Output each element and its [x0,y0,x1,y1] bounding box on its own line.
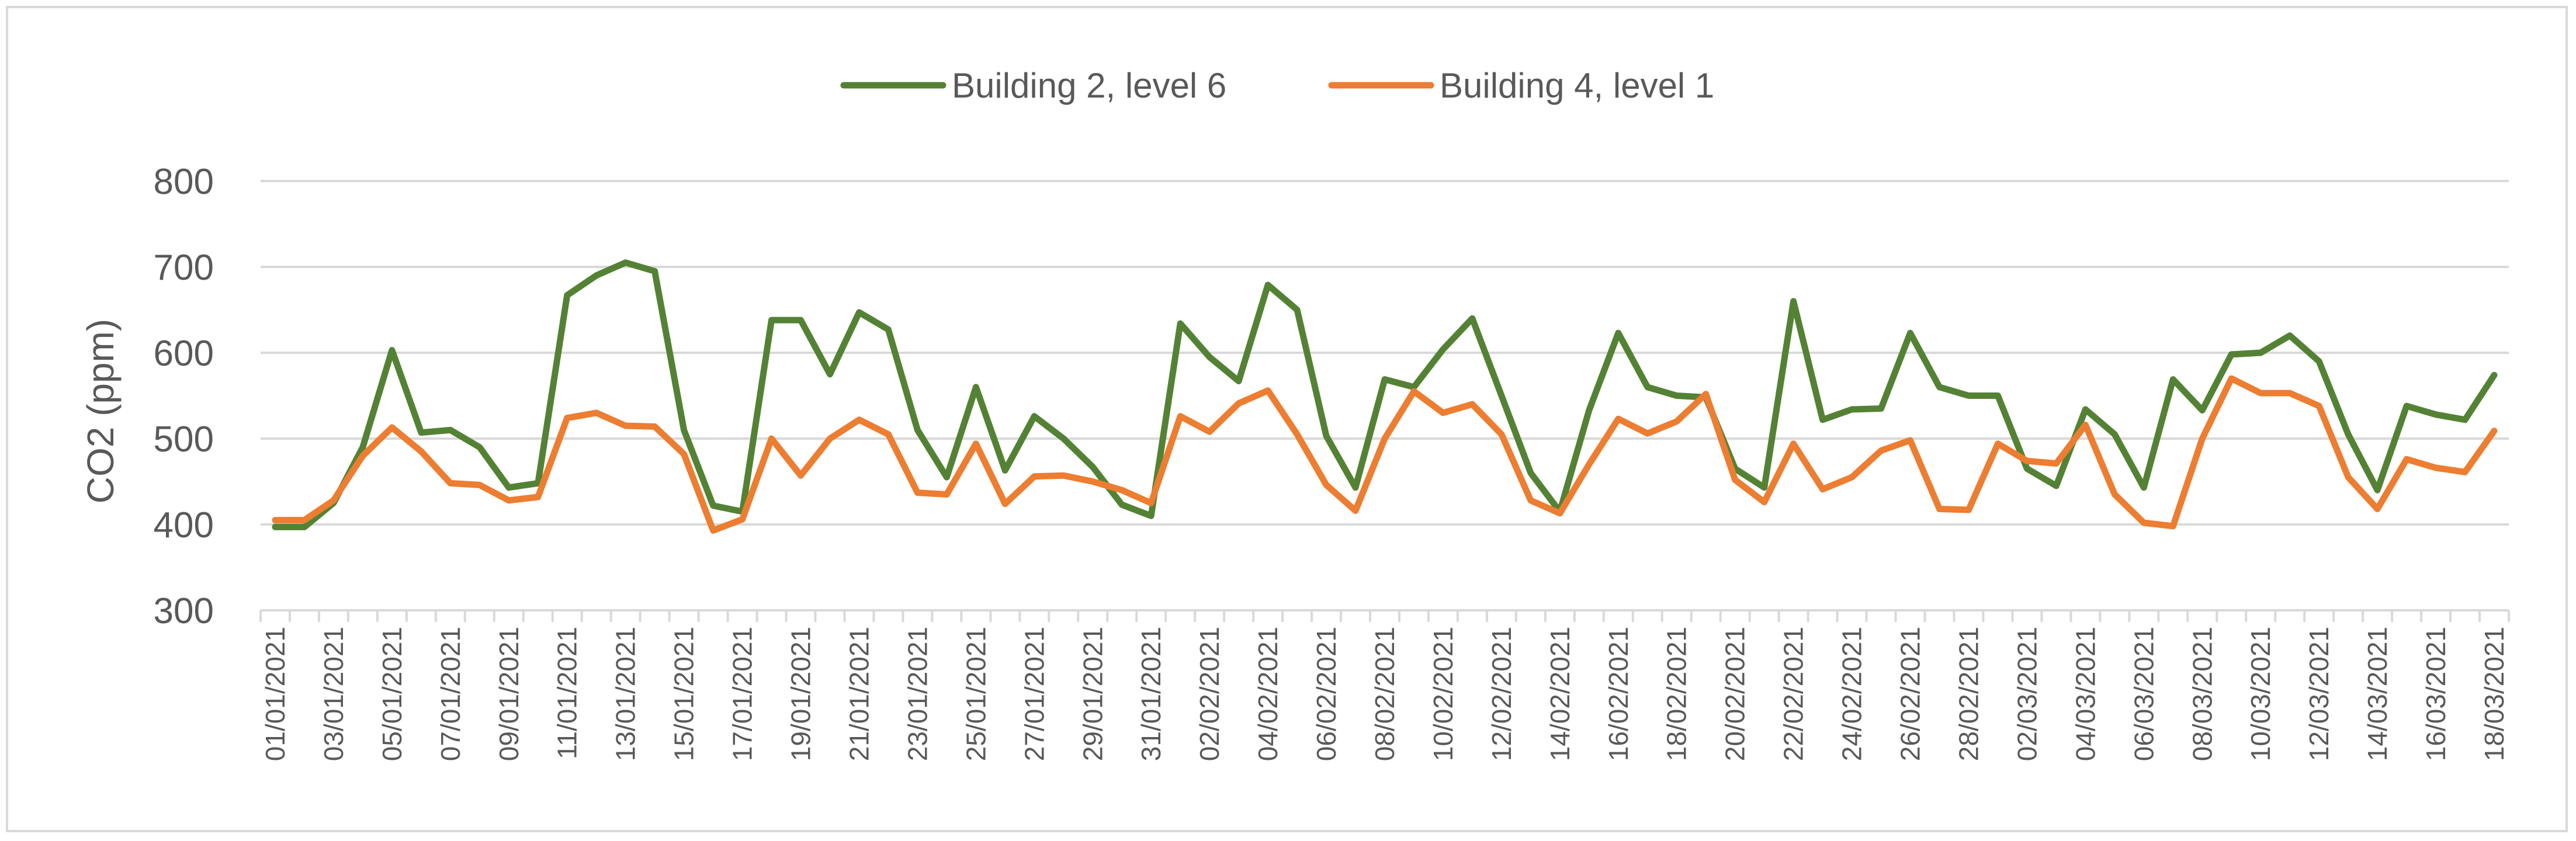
chart-frame: 300 400 500 600 700 800 01/01/2021 03/01/2021 0… [6,6,2568,832]
y-tick-label-600: 600 [154,333,214,374]
x-tick-label-08-02-2021: 08/02/2021 [1370,627,1400,761]
x-tick-label-01-01-2021: 01/01/2021 [260,627,290,761]
x-tick-label-02-02-2021: 02/02/2021 [1194,627,1225,761]
x-tick-label-26-02-2021: 26/02/2021 [1895,627,1926,761]
y-tick-label-300: 300 [154,591,214,631]
x-tick-label-20-02-2021: 20/02/2021 [1720,627,1750,761]
x-tick-label-12-02-2021: 12/02/2021 [1486,627,1517,761]
x-tick-label-02-03-2021: 02/03/2021 [2012,627,2042,761]
x-tick-label-12-03-2021: 12/03/2021 [2304,627,2334,761]
x-tick-label-27-01-2021: 27/01/2021 [1019,627,1049,761]
x-tick-label-03-01-2021: 03/01/2021 [318,627,349,761]
x-tick-label-25-01-2021: 25/01/2021 [961,627,991,761]
y-axis-tick-labels: 300 400 500 600 700 800 [154,162,214,631]
x-tick-label-21-01-2021: 21/01/2021 [844,627,874,761]
x-axis: 01/01/2021 03/01/2021 05/01/2021 07/01/2021… [259,609,2510,761]
legend-label-2: Building 4, level 1 [1440,66,1714,105]
x-tick-label-15-01-2021: 15/01/2021 [669,627,699,761]
series-lines [272,259,2498,534]
x-tick-label-09-01-2021: 09/01/2021 [494,627,524,761]
x-tick-label-08-03-2021: 08/03/2021 [2187,627,2217,761]
y-axis-label: CO2 (ppm) [79,319,122,504]
x-tick-label-23-01-2021: 23/01/2021 [902,627,932,761]
x-tick-label-29-01-2021: 29/01/2021 [1077,627,1108,761]
x-tick-label-10-03-2021: 10/03/2021 [2245,627,2276,761]
x-tick-label-18-02-2021: 18/02/2021 [1662,627,1692,761]
grid-lines [261,180,2509,526]
y-tick-label-400: 400 [154,505,214,545]
x-tick-label-11-01-2021: 11/01/2021 [552,627,583,759]
x-tick-label-06-03-2021: 06/03/2021 [2128,627,2159,761]
x-tick-label-14-03-2021: 14/03/2021 [2362,627,2393,761]
series-line-2 [272,375,2498,534]
y-tick-label-500: 500 [154,419,214,460]
x-tick-label-07-01-2021: 07/01/2021 [435,627,466,761]
x-tick-label-28-02-2021: 28/02/2021 [1953,627,1984,761]
legend: Building 2, level 6 Building 4, level 1 [840,66,1714,105]
x-tick-label-13-01-2021: 13/01/2021 [611,627,641,761]
x-tick-label-19-01-2021: 19/01/2021 [786,627,816,761]
y-tick-label-800: 800 [154,162,214,202]
x-tick-label-14-02-2021: 14/02/2021 [1545,627,1575,761]
x-tick-label-17-01-2021: 17/01/2021 [727,627,758,761]
x-tick-label-22-02-2021: 22/02/2021 [1778,627,1809,761]
x-tick-label-16-03-2021: 16/03/2021 [2421,627,2451,761]
x-tick-label-24-02-2021: 24/02/2021 [1837,627,1867,761]
x-tick-label-05-01-2021: 05/01/2021 [377,627,407,761]
x-tick-label-18-03-2021: 18/03/2021 [2479,627,2509,761]
x-tick-label-04-02-2021: 04/02/2021 [1253,627,1283,761]
x-tick-label-04-03-2021: 04/03/2021 [2070,627,2100,761]
y-tick-label-700: 700 [154,248,214,288]
legend-label-1: Building 2, level 6 [952,66,1226,105]
series-line-1 [272,259,2498,530]
x-tick-label-10-02-2021: 10/02/2021 [1428,627,1458,761]
x-tick-label-31-01-2021: 31/01/2021 [1136,627,1166,761]
x-tick-label-06-02-2021: 06/02/2021 [1311,627,1341,761]
x-tick-label-16-02-2021: 16/02/2021 [1603,627,1634,761]
